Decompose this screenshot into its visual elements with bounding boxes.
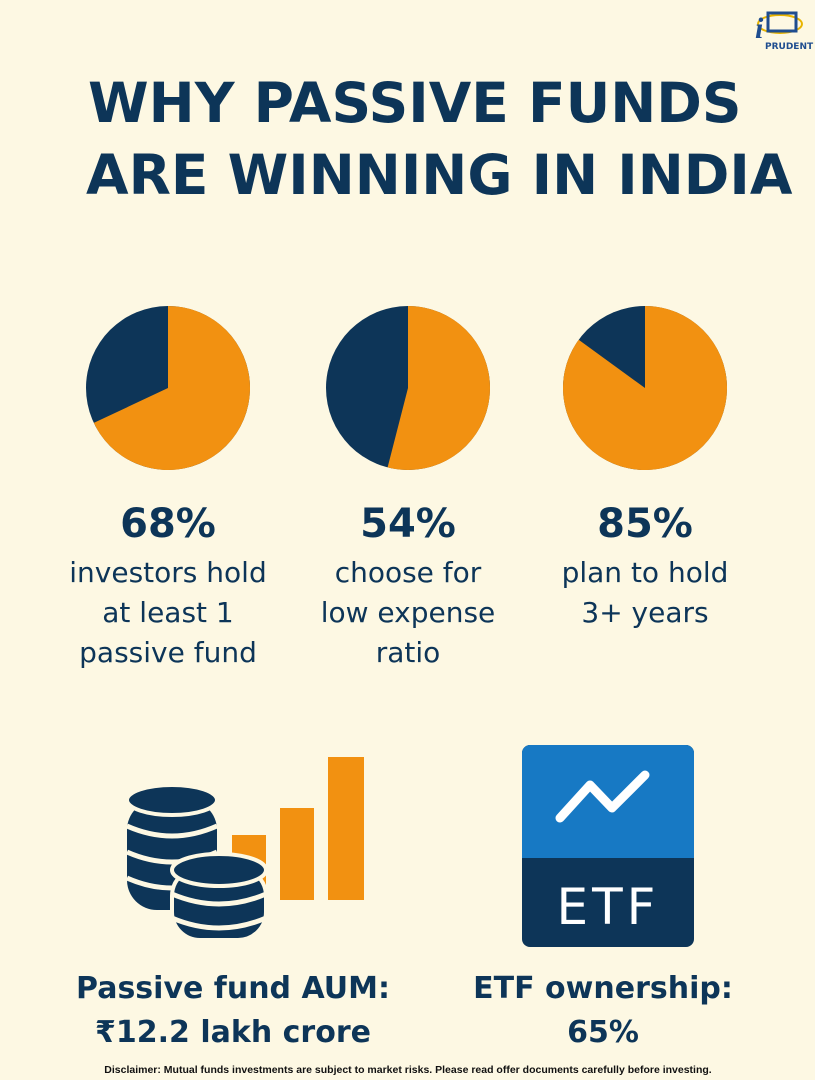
stat-caption: 3+ years bbox=[581, 596, 708, 629]
stat-caption: plan to hold bbox=[562, 556, 729, 589]
stat-value: 85% bbox=[597, 501, 693, 547]
stat-caption: choose for bbox=[335, 556, 482, 589]
svg-text:i: i bbox=[755, 12, 764, 45]
stat-caption: at least 1 bbox=[102, 596, 233, 629]
logo: i PRUDENT bbox=[755, 11, 814, 52]
stat-value: 54% bbox=[360, 501, 456, 547]
stat-caption: passive fund bbox=[79, 636, 257, 669]
logo-text: PRUDENT bbox=[765, 42, 814, 52]
pie-slice bbox=[93, 306, 250, 470]
title-line: ARE WINNING IN INDIA bbox=[86, 143, 793, 207]
highlight-label: Passive fund AUM: bbox=[76, 971, 390, 1006]
etf-icon-text: ETF bbox=[557, 878, 660, 936]
disclaimer: Disclaimer: Mutual funds investments are… bbox=[104, 1064, 712, 1076]
pie-slice bbox=[387, 306, 491, 471]
stat-value: 68% bbox=[120, 501, 216, 547]
highlight-label: ETF ownership: bbox=[473, 971, 733, 1006]
highlight-value: ₹12.2 lakh crore bbox=[95, 1015, 371, 1050]
etf-icon: ETF bbox=[522, 745, 694, 947]
stat-caption: low expense bbox=[321, 596, 496, 629]
stat-caption: investors hold bbox=[69, 556, 266, 589]
title-line: WHY PASSIVE FUNDS bbox=[88, 71, 742, 135]
aum-icon bbox=[125, 757, 364, 942]
highlight-value: 65% bbox=[567, 1015, 639, 1050]
pie-slice bbox=[562, 306, 727, 470]
stat-caption: ratio bbox=[376, 636, 441, 669]
